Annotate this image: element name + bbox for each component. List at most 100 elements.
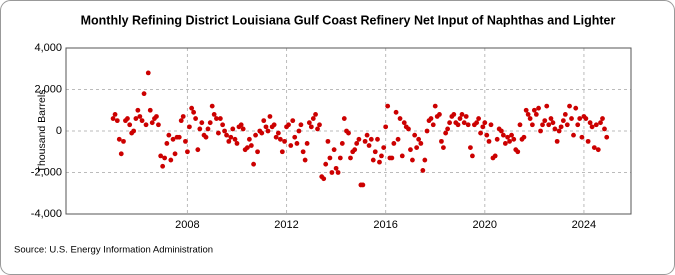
data-point xyxy=(116,136,122,142)
data-point xyxy=(567,103,572,109)
data-point xyxy=(600,116,605,121)
data-point xyxy=(244,145,250,151)
data-point xyxy=(172,151,178,157)
data-point xyxy=(558,124,564,130)
data-point xyxy=(372,149,378,155)
data-point xyxy=(267,114,273,119)
data-point xyxy=(401,120,407,126)
data-point xyxy=(348,155,353,161)
data-point xyxy=(217,116,223,121)
data-point xyxy=(556,128,562,134)
data-point xyxy=(114,118,120,124)
data-point xyxy=(529,122,535,128)
data-point xyxy=(180,114,186,119)
data-point xyxy=(564,122,570,128)
data-point xyxy=(137,114,143,119)
data-point xyxy=(183,138,188,144)
data-point xyxy=(337,155,343,161)
data-point xyxy=(248,143,254,148)
data-point xyxy=(375,136,380,142)
data-point xyxy=(432,103,438,109)
data-point xyxy=(197,126,203,132)
data-point xyxy=(412,132,418,138)
data-point xyxy=(583,116,589,121)
x-tick-label: 2012 xyxy=(274,219,298,231)
data-point xyxy=(234,141,240,146)
plot-border xyxy=(65,47,632,215)
data-point xyxy=(478,130,483,136)
data-point xyxy=(502,141,508,146)
y-tick-label: 0 xyxy=(56,125,62,137)
data-point xyxy=(461,120,467,126)
data-point xyxy=(327,155,333,161)
data-point xyxy=(185,149,190,155)
data-point xyxy=(595,147,601,153)
data-point xyxy=(575,122,581,128)
data-point xyxy=(360,182,366,188)
data-point xyxy=(587,120,593,126)
x-tick-label: 2016 xyxy=(373,219,397,231)
data-point xyxy=(158,153,164,159)
data-point xyxy=(364,132,370,138)
data-point xyxy=(176,134,182,140)
data-point xyxy=(191,109,197,115)
data-point xyxy=(536,105,541,111)
data-point xyxy=(589,124,595,130)
data-point xyxy=(294,141,300,146)
data-point xyxy=(569,116,574,121)
data-point xyxy=(571,132,576,138)
data-point xyxy=(331,147,337,153)
data-point xyxy=(125,116,130,121)
data-point xyxy=(554,138,560,144)
data-point xyxy=(538,128,543,134)
data-point xyxy=(445,126,451,132)
data-point xyxy=(562,112,568,117)
data-point xyxy=(507,138,512,144)
data-point xyxy=(509,132,514,138)
data-point xyxy=(542,118,548,124)
data-point xyxy=(259,130,265,136)
source-note: Source: U.S. Energy Information Administ… xyxy=(14,245,213,256)
data-point xyxy=(465,122,471,128)
data-point xyxy=(406,126,411,132)
data-point xyxy=(195,147,201,153)
data-point xyxy=(399,153,405,159)
data-point xyxy=(214,116,219,121)
data-point xyxy=(368,136,374,142)
data-point xyxy=(428,116,434,121)
data-point xyxy=(346,130,351,136)
data-point xyxy=(166,132,172,138)
data-point xyxy=(459,112,465,117)
data-point xyxy=(447,120,453,126)
data-point xyxy=(591,145,597,151)
data-point xyxy=(300,149,306,155)
data-point xyxy=(304,141,310,146)
data-point xyxy=(430,122,436,128)
data-point xyxy=(511,136,517,142)
data-point xyxy=(379,153,384,159)
data-point xyxy=(356,136,362,142)
data-point xyxy=(424,128,430,134)
data-point xyxy=(579,134,585,140)
data-point xyxy=(164,141,170,146)
data-point xyxy=(455,122,461,128)
data-point xyxy=(335,170,341,175)
data-point xyxy=(377,159,382,165)
data-point xyxy=(251,161,256,167)
y-tick-label: -2,000 xyxy=(31,166,62,178)
data-point xyxy=(255,149,260,155)
data-point xyxy=(383,124,389,130)
data-point xyxy=(149,120,155,126)
data-point xyxy=(486,138,492,144)
y-tick-label: 4,000 xyxy=(34,42,62,54)
data-point xyxy=(232,136,238,142)
x-tick-label: 2020 xyxy=(473,219,497,231)
data-point xyxy=(127,122,133,128)
data-point xyxy=(352,147,358,153)
data-point xyxy=(408,147,413,153)
data-point xyxy=(385,103,391,109)
data-point xyxy=(230,126,236,132)
data-point xyxy=(220,122,226,128)
data-point xyxy=(494,136,500,142)
data-point xyxy=(141,91,147,97)
